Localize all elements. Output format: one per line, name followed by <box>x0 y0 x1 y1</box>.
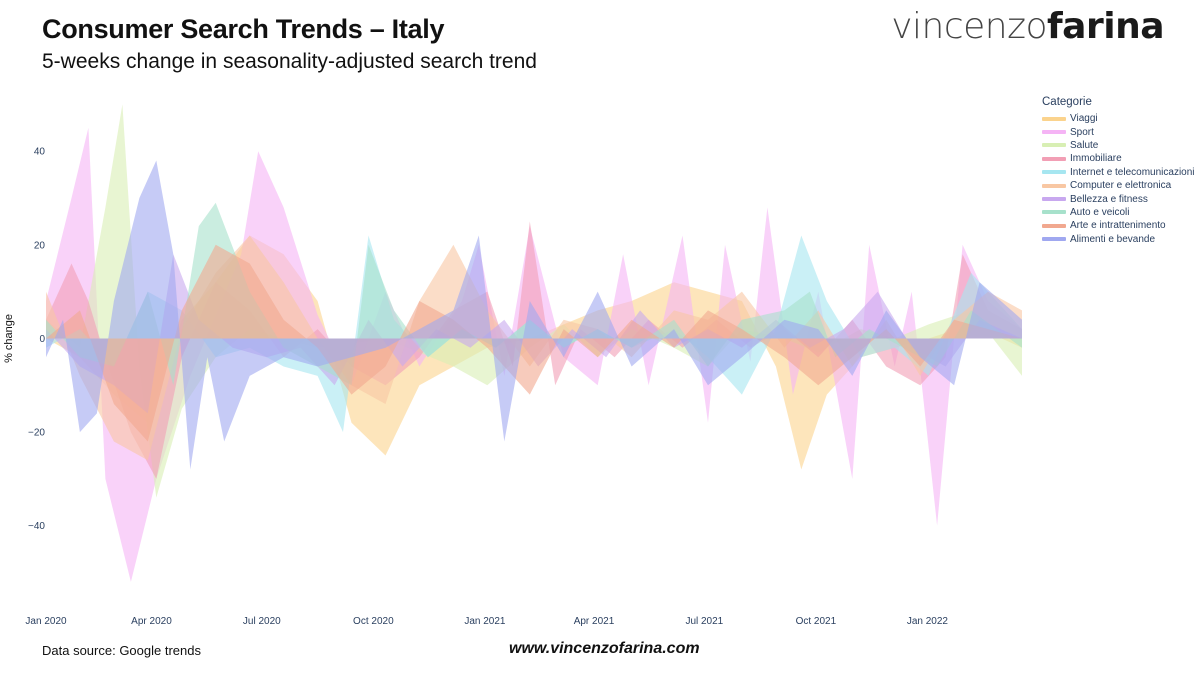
legend-label: Sport <box>1070 126 1094 138</box>
legend-swatch <box>1042 183 1066 188</box>
legend-label: Computer e elettronica <box>1070 180 1172 192</box>
legend-swatch <box>1042 223 1066 228</box>
legend-label: Arte e intrattenimento <box>1070 220 1166 232</box>
legend-swatch <box>1042 130 1066 135</box>
brand-logo: vincenzofarina <box>891 6 1164 47</box>
x-tick-label: Jul 2021 <box>685 616 723 627</box>
legend-item[interactable]: Bellezza e fitness <box>1042 192 1195 205</box>
legend-label: Internet e telecomunicazioni <box>1070 166 1195 178</box>
data-source-note: Data source: Google trends <box>42 643 201 658</box>
legend-items: Viaggi Sport Salute Immobiliare Internet e t… <box>1042 112 1195 246</box>
legend-swatch <box>1042 210 1066 215</box>
legend-label: Bellezza e fitness <box>1070 193 1148 205</box>
y-axis-label: % change <box>3 314 15 363</box>
x-tick-label: Apr 2021 <box>574 616 615 627</box>
legend-label: Auto e veicoli <box>1070 206 1130 218</box>
legend-item[interactable]: Alimenti e bevande <box>1042 233 1195 246</box>
y-tick-label: 0 <box>39 334 45 345</box>
logo-bold-text: farina <box>1047 6 1164 47</box>
legend-item[interactable]: Auto e veicoli <box>1042 206 1195 219</box>
legend-swatch <box>1042 156 1066 161</box>
series-area-alimenti-e-bevande[interactable] <box>46 160 1022 470</box>
legend-label: Alimenti e bevande <box>1070 233 1156 245</box>
legend-title: Categorie <box>1042 96 1092 108</box>
legend-swatch <box>1042 237 1066 242</box>
legend-item[interactable]: Salute <box>1042 139 1195 152</box>
legend-item[interactable]: Immobiliare <box>1042 152 1195 165</box>
x-tick-label: Oct 2021 <box>796 616 837 627</box>
legend-item[interactable]: Internet e telecomunicazioni <box>1042 166 1195 179</box>
x-tick-label: Jan 2020 <box>25 616 67 627</box>
legend-item[interactable]: Viaggi <box>1042 112 1195 125</box>
x-tick-label: Jul 2020 <box>243 616 281 627</box>
x-tick-label: Oct 2020 <box>353 616 394 627</box>
legend-label: Immobiliare <box>1070 153 1122 165</box>
legend-label: Viaggi <box>1070 113 1098 125</box>
page-subtitle: 5-weeks change in seasonality-adjusted s… <box>42 50 537 73</box>
legend-label: Salute <box>1070 139 1099 151</box>
y-tick-label: −20 <box>28 428 45 439</box>
page-title: Consumer Search Trends – Italy <box>42 14 445 44</box>
y-tick-label: −40 <box>28 521 45 532</box>
legend-item[interactable]: Arte e intrattenimento <box>1042 219 1195 232</box>
x-tick-label: Jan 2021 <box>464 616 506 627</box>
x-tick-label: Jan 2022 <box>907 616 949 627</box>
logo-light-text: vincenzo <box>891 6 1048 47</box>
legend-swatch <box>1042 116 1066 121</box>
legend-swatch <box>1042 170 1066 175</box>
series-area-arte-e-intrattenimento[interactable] <box>46 244 1022 442</box>
legend-swatch <box>1042 143 1066 148</box>
y-tick-label: 20 <box>34 240 46 251</box>
website-link[interactable]: www.vincenzofarina.com <box>509 640 700 657</box>
chart-legend: Categorie Viaggi Sport Salute Immobiliare In… <box>1042 96 1195 246</box>
y-tick-label: 40 <box>34 147 46 158</box>
series-area-sport[interactable] <box>46 127 1022 582</box>
x-tick-label: Apr 2020 <box>131 616 172 627</box>
legend-item[interactable]: Computer e elettronica <box>1042 179 1195 192</box>
legend-swatch <box>1042 197 1066 202</box>
legend-item[interactable]: Sport <box>1042 125 1195 138</box>
